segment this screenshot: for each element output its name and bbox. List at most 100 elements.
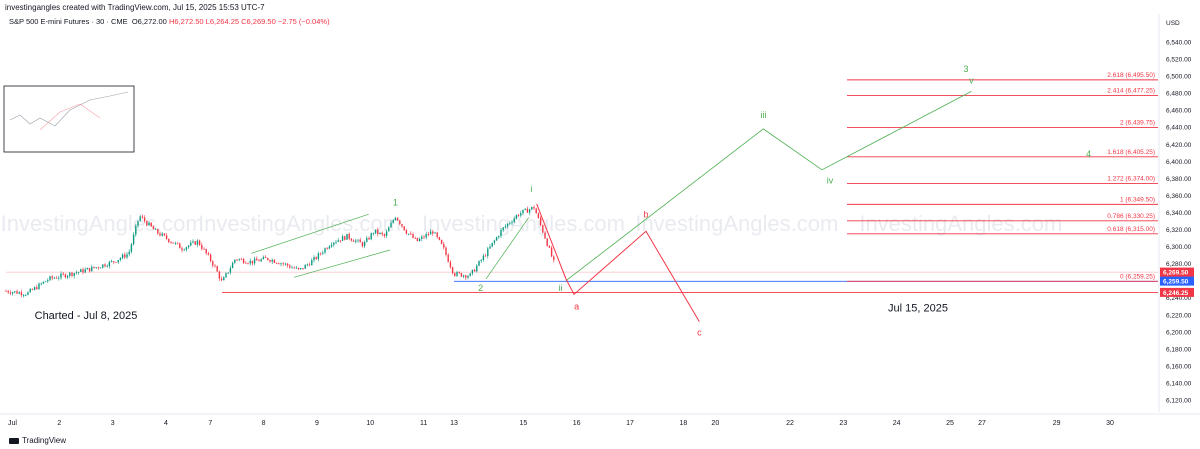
- candle-body: [284, 263, 287, 265]
- price-axis[interactable]: USD 6,120.00 6,140.00 6,160.00 6,180.00 6,200…: [1158, 14, 1192, 412]
- wave-label: a: [574, 302, 579, 312]
- candle-body: [491, 242, 493, 247]
- candle-body: [190, 242, 192, 246]
- time-axis[interactable]: Jul 2 3 4 7 8 9 10 11 13 15 16 17 18 20 22 23 24 25 27 29 30: [0, 413, 1200, 427]
- trend-channels[interactable]: [251, 213, 529, 280]
- candle-body: [220, 278, 223, 281]
- wave-projection-green: [565, 91, 972, 282]
- candle-body: [405, 230, 408, 234]
- candle-body: [333, 242, 335, 245]
- footer: TradingView: [9, 436, 66, 445]
- time-tick-label: 10: [366, 420, 374, 427]
- fib-level-label: 2 (6,439.75): [1120, 119, 1155, 126]
- candle-body: [553, 256, 555, 261]
- candle-body: [161, 233, 163, 236]
- candle-body: [313, 257, 315, 261]
- candle-body: [396, 217, 399, 221]
- time-tick-label: 9: [315, 420, 319, 427]
- candle-body: [374, 229, 377, 234]
- candle-body: [506, 223, 509, 227]
- chart-annotation: Jul 15, 2025: [888, 302, 948, 314]
- symbol-name[interactable]: S&P 500 E-mini Futures · 30 · CME: [9, 17, 128, 26]
- candle-body: [335, 241, 337, 243]
- wave-label: c: [697, 327, 702, 337]
- wave-label: 4: [1086, 149, 1091, 159]
- watermark-text: InvestingAngles.com: [635, 211, 838, 236]
- legend-change: −2.75 (−0.04%): [277, 17, 330, 26]
- candle-body: [462, 275, 465, 277]
- candle-body: [25, 294, 27, 296]
- candle-body: [33, 287, 36, 290]
- candle-body: [225, 273, 227, 278]
- candle-body: [262, 257, 265, 260]
- candle-body: [121, 254, 124, 259]
- candle-body: [271, 259, 273, 262]
- candle-body: [223, 277, 225, 281]
- channel-line: [293, 249, 391, 278]
- time-tick-label: Jul: [8, 420, 17, 427]
- candle-body: [289, 265, 291, 268]
- candle-body: [394, 217, 397, 221]
- candle-body: [86, 268, 89, 270]
- candle-body: [27, 292, 29, 295]
- wave-projections[interactable]: [536, 91, 972, 322]
- candle-body: [97, 267, 100, 269]
- candle-body: [49, 276, 51, 281]
- candle-body: [388, 227, 390, 232]
- fib-level-label: 2.618 (6,495.50): [1107, 72, 1155, 79]
- candle-body: [179, 243, 181, 249]
- candle-body: [363, 241, 366, 247]
- price-tick-label: 6,480.00: [1166, 91, 1192, 98]
- candle-body: [348, 233, 350, 239]
- price-tick-label: 6,140.00: [1166, 381, 1192, 388]
- candle-body: [407, 233, 410, 235]
- candle-body: [493, 240, 496, 243]
- price-tick-label: 6,300.00: [1166, 244, 1192, 251]
- candle-body: [163, 233, 166, 236]
- candle-body: [132, 234, 135, 245]
- candle-body: [502, 227, 504, 230]
- candle-body: [489, 246, 491, 249]
- candle-body: [168, 238, 170, 242]
- chart-annotation: Charted - Jul 8, 2025: [35, 310, 138, 322]
- candle-body: [511, 221, 513, 224]
- candle-body: [509, 223, 511, 224]
- candle-body: [128, 251, 130, 255]
- candle-body: [196, 240, 199, 245]
- candle-body: [176, 242, 179, 244]
- candle-body: [126, 254, 128, 258]
- fib-level-label: 1.272 (6,374.00): [1107, 175, 1155, 182]
- candle-body: [236, 259, 238, 261]
- candle-body: [36, 287, 38, 290]
- candle-body: [51, 276, 53, 279]
- candle-body: [304, 264, 306, 269]
- candle-body: [71, 272, 73, 276]
- candle-body: [385, 231, 388, 236]
- inset-frame: [3, 85, 135, 153]
- candle-body: [416, 237, 419, 242]
- fibonacci-levels[interactable]: 2.618 (6,495.50) 2.414 (6,477.25) 2 (6,439…: [847, 72, 1158, 282]
- wave-projection-red: [536, 203, 700, 322]
- candle-body: [280, 263, 282, 265]
- candle-body: [64, 274, 67, 278]
- wave-label: 3: [963, 64, 968, 74]
- candle-body: [535, 208, 537, 214]
- candle-body: [139, 216, 141, 221]
- price-tick-label: 6,320.00: [1166, 227, 1192, 234]
- candle-body: [269, 259, 271, 262]
- candle-body: [522, 209, 524, 214]
- candle-body: [383, 234, 386, 236]
- candle-body: [245, 262, 247, 264]
- candle-body: [16, 291, 18, 294]
- time-tick-label: 23: [839, 420, 847, 427]
- candle-body: [319, 253, 322, 255]
- candle-body: [194, 241, 196, 245]
- candle-body: [192, 241, 194, 243]
- candle-body: [425, 234, 427, 238]
- candle-body: [124, 254, 126, 258]
- time-tick-label: 4: [164, 420, 168, 427]
- candle-body: [18, 292, 20, 294]
